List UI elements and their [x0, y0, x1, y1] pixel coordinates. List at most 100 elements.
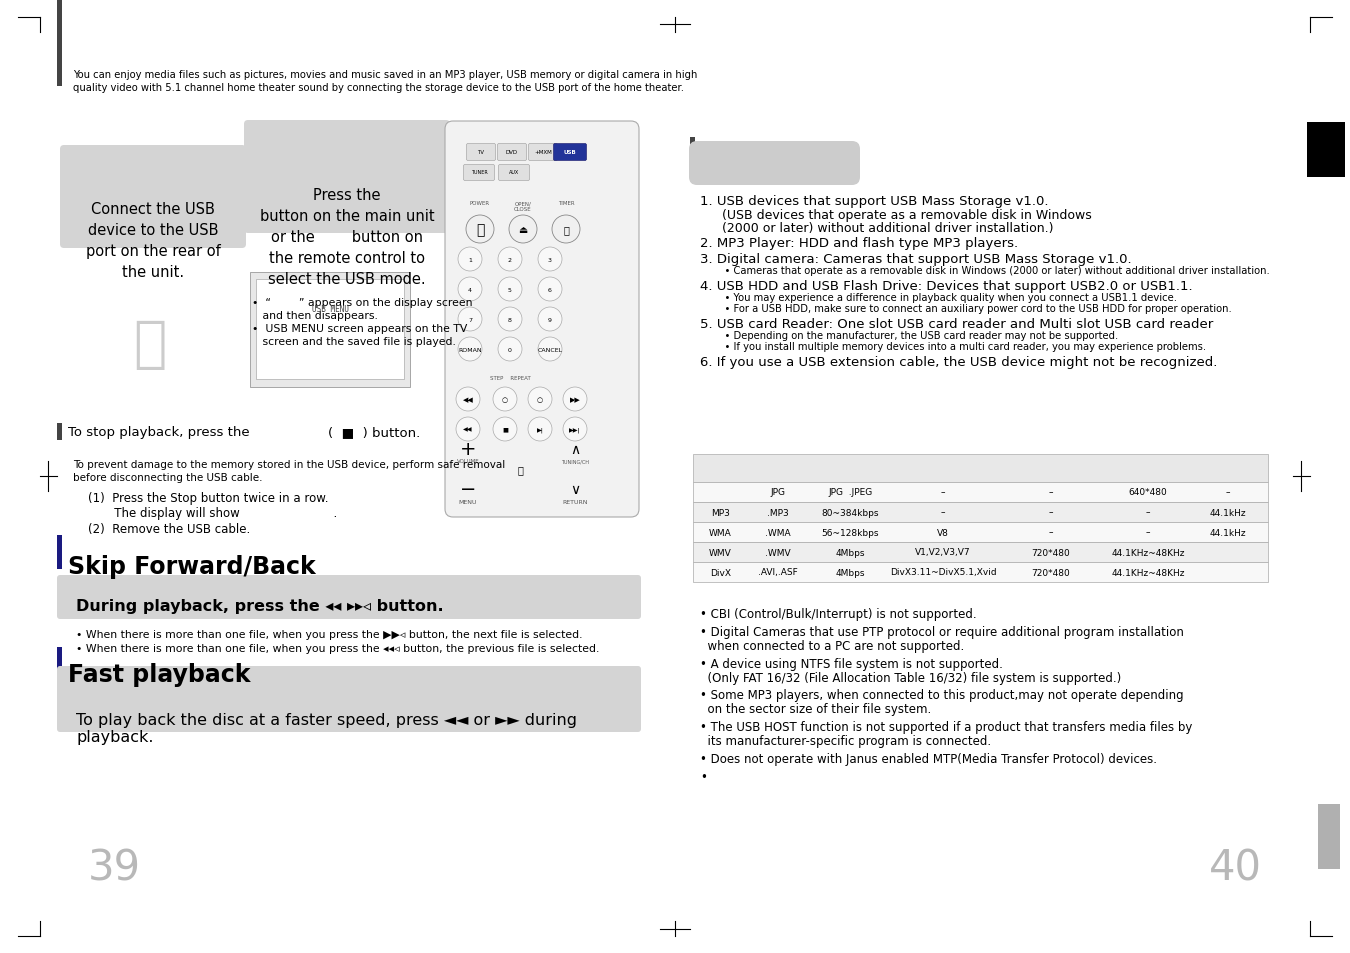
Text: • The USB HOST function is not supported if a product that transfers media files: • The USB HOST function is not supported… [701, 720, 1192, 734]
Text: WMV: WMV [709, 548, 732, 557]
Text: –: – [1146, 508, 1150, 517]
Text: 44.1KHz~48KHz: 44.1KHz~48KHz [1111, 548, 1185, 557]
Text: ⏱: ⏱ [563, 225, 568, 234]
FancyBboxPatch shape [498, 165, 529, 181]
Text: 44.1kHz: 44.1kHz [1210, 508, 1246, 517]
Text: MP3: MP3 [711, 508, 730, 517]
Circle shape [498, 337, 522, 361]
Text: ▶▶|: ▶▶| [570, 427, 580, 433]
Text: 4Mbps: 4Mbps [836, 568, 865, 577]
Circle shape [498, 277, 522, 302]
Circle shape [552, 215, 580, 244]
Text: TUNING/CH: TUNING/CH [562, 459, 589, 464]
Circle shape [466, 215, 494, 244]
Circle shape [456, 388, 481, 412]
Text: 40: 40 [1210, 847, 1262, 889]
Text: 1: 1 [468, 257, 472, 262]
Bar [1307, 123, 1345, 178]
Circle shape [498, 248, 522, 272]
Circle shape [498, 308, 522, 332]
Text: (USB devices that operate as a removable disk in Windows: (USB devices that operate as a removable… [710, 209, 1092, 222]
Circle shape [493, 388, 517, 412]
Text: 4: 4 [468, 287, 472, 293]
Text: • Depending on the manufacturer, the USB card reader may not be supported.: • Depending on the manufacturer, the USB… [711, 331, 1118, 340]
Circle shape [539, 308, 562, 332]
Text: USB MENU: USB MENU [312, 305, 348, 314]
Text: –: – [1146, 528, 1150, 537]
Text: TV: TV [478, 150, 485, 154]
Text: 1. USB devices that support USB Mass Storage v1.0.: 1. USB devices that support USB Mass Sto… [701, 194, 1049, 208]
FancyBboxPatch shape [463, 165, 494, 181]
Text: DivX: DivX [710, 568, 730, 577]
FancyBboxPatch shape [57, 666, 641, 732]
Text: ◀◀: ◀◀ [463, 427, 472, 432]
FancyBboxPatch shape [59, 146, 246, 249]
Text: ▶▶: ▶▶ [570, 396, 580, 402]
Text: 39: 39 [88, 847, 140, 889]
Text: POWER: POWER [470, 201, 490, 206]
Circle shape [539, 248, 562, 272]
Text: • Some MP3 players, when connected to this product,may not operate depending: • Some MP3 players, when connected to th… [701, 689, 1184, 701]
Circle shape [509, 215, 537, 244]
Text: The display will show                         .: The display will show . [88, 506, 338, 519]
Text: CANCEL: CANCEL [537, 347, 563, 352]
Text: 7: 7 [468, 317, 472, 322]
Bar [57, 536, 62, 569]
Circle shape [458, 308, 482, 332]
Text: • Does not operate with Janus enabled MTP(Media Transfer Protocol) devices.: • Does not operate with Janus enabled MT… [701, 752, 1157, 765]
Text: STEP    REPEAT: STEP REPEAT [490, 375, 531, 380]
Text: Press the
button on the main unit
or the        button on
the remote control to
: Press the button on the main unit or the… [259, 188, 435, 287]
Text: JPG  .JPEG: JPG .JPEG [829, 488, 872, 497]
Text: ⬜: ⬜ [134, 317, 166, 372]
Text: • CBI (Control/Bulk/Interrupt) is not supported.: • CBI (Control/Bulk/Interrupt) is not su… [701, 607, 976, 620]
Text: 44.1KHz~48KHz: 44.1KHz~48KHz [1111, 568, 1185, 577]
Text: (Only FAT 16/32 (File Allocation Table 16/32) file system is supported.): (Only FAT 16/32 (File Allocation Table 1… [701, 671, 1122, 684]
Bar [57, 0, 62, 87]
Text: • Digital Cameras that use PTP protocol or require additional program installati: • Digital Cameras that use PTP protocol … [701, 625, 1184, 639]
Text: WMA: WMA [709, 528, 732, 537]
Bar [68, 280, 236, 390]
Text: TIMER: TIMER [558, 201, 574, 206]
Circle shape [456, 417, 481, 441]
Text: During playback, press the ◂◂ ▸▸◃ button.: During playback, press the ◂◂ ▸▸◃ button… [76, 598, 444, 614]
Text: 640*480: 640*480 [1129, 488, 1168, 497]
Text: To prevent damage to the memory stored in the USB device, perform safe removal
b: To prevent damage to the memory stored i… [73, 459, 505, 482]
Text: screen and the saved file is played.: screen and the saved file is played. [252, 336, 456, 347]
FancyBboxPatch shape [57, 576, 641, 619]
Text: 3. Digital camera: Cameras that support USB Mass Storage v1.0.: 3. Digital camera: Cameras that support … [701, 253, 1131, 266]
Text: You can enjoy media files such as pictures, movies and music saved in an MP3 pla: You can enjoy media files such as pictur… [73, 70, 698, 93]
FancyBboxPatch shape [498, 144, 526, 161]
Text: JPG: JPG [771, 488, 786, 497]
Text: 3: 3 [548, 257, 552, 262]
FancyBboxPatch shape [688, 142, 860, 186]
Text: To stop playback, press the: To stop playback, press the [68, 426, 250, 438]
Text: 5: 5 [508, 287, 512, 293]
Text: ⏏: ⏏ [518, 225, 528, 234]
Text: ■: ■ [502, 427, 508, 432]
Text: playback.: playback. [76, 729, 154, 744]
Text: –: – [1048, 508, 1053, 517]
Text: Connect the USB
device to the USB
port on the rear of
the unit.: Connect the USB device to the USB port o… [85, 202, 220, 280]
Text: on the sector size of their file system.: on the sector size of their file system. [701, 702, 931, 716]
Text: ◀◀: ◀◀ [463, 396, 474, 402]
Text: ⏻: ⏻ [475, 223, 485, 236]
Text: •  USB MENU screen appears on the TV: • USB MENU screen appears on the TV [252, 324, 467, 334]
Bar [250, 273, 410, 388]
Text: ∧: ∧ [570, 442, 580, 456]
Text: VOLUME: VOLUME [456, 459, 479, 464]
Text: 6: 6 [548, 287, 552, 293]
Text: its manufacturer-specific program is connected.: its manufacturer-specific program is con… [701, 735, 991, 747]
Text: (  ■  ) button.: ( ■ ) button. [328, 426, 420, 438]
Text: +MXM: +MXM [535, 150, 552, 154]
Text: DivX3.11~DivX5.1,Xvid: DivX3.11~DivX5.1,Xvid [890, 568, 996, 577]
Text: 720*480: 720*480 [1031, 568, 1069, 577]
Text: OPEN/: OPEN/ [514, 201, 532, 206]
Text: 44.1kHz: 44.1kHz [1210, 528, 1246, 537]
Text: 5. USB card Reader: One slot USB card reader and Multi slot USB card reader: 5. USB card Reader: One slot USB card re… [701, 317, 1214, 331]
FancyBboxPatch shape [244, 121, 450, 233]
Text: • A device using NTFS file system is not supported.: • A device using NTFS file system is not… [701, 657, 1003, 670]
Text: and then disappears.: and then disappears. [252, 311, 378, 320]
Circle shape [539, 337, 562, 361]
Text: To play back the disc at a faster speed, press ◄◄ or ►► during: To play back the disc at a faster speed,… [76, 712, 576, 727]
Text: (2000 or later) without additional driver installation.): (2000 or later) without additional drive… [710, 222, 1053, 234]
